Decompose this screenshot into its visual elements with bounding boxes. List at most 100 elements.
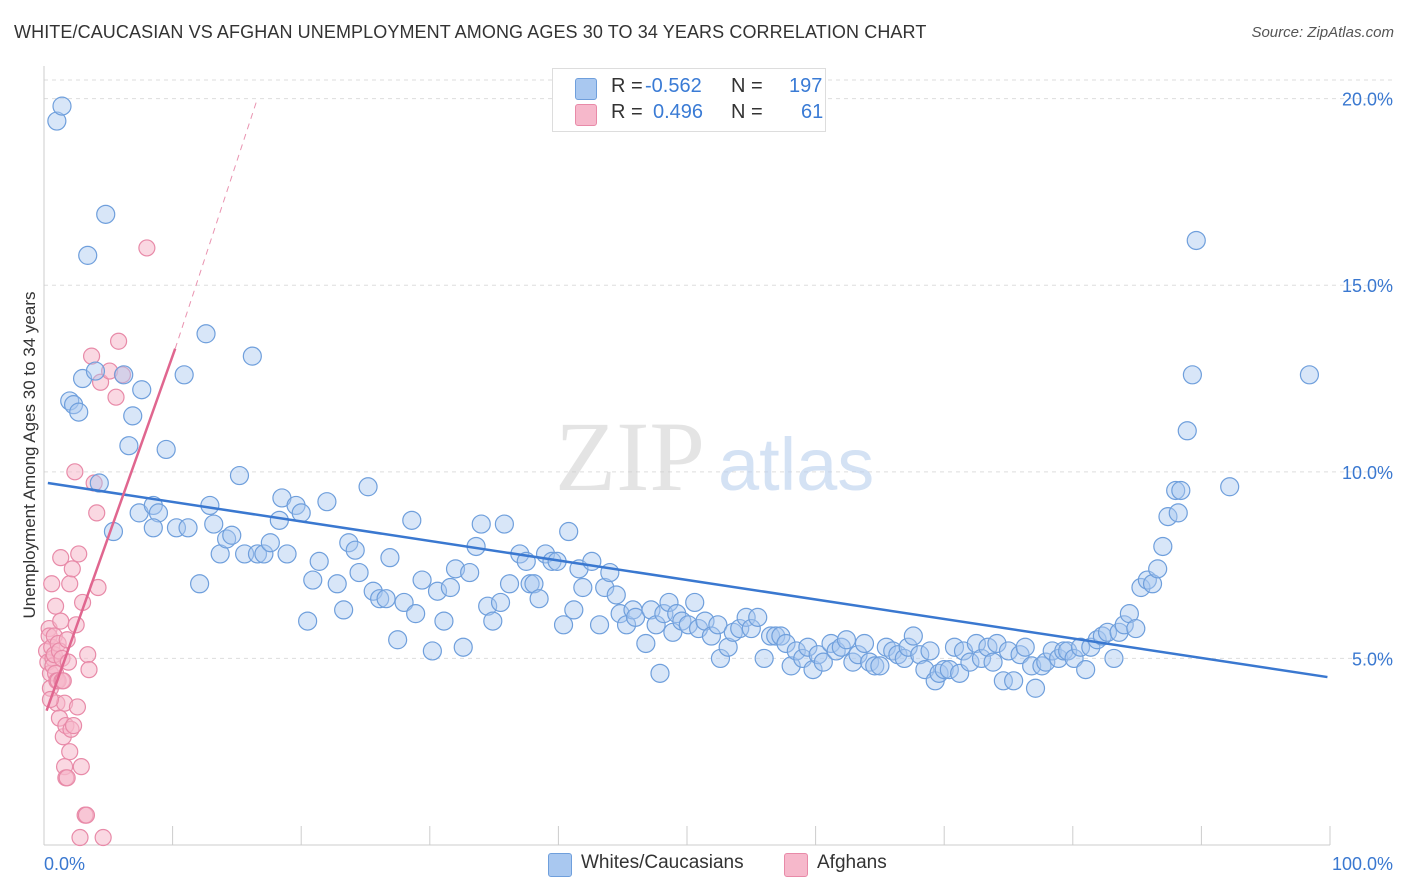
whites-point <box>559 521 579 542</box>
whites-point <box>589 615 610 635</box>
whites-point <box>848 645 868 665</box>
whites-r-label: R = <box>611 75 643 97</box>
whites-point <box>685 592 705 613</box>
afghans-points <box>37 239 156 847</box>
whites-point <box>1032 656 1052 676</box>
whites-point <box>412 570 432 590</box>
whites-point <box>309 551 329 571</box>
whites-point <box>394 592 414 613</box>
whites-point <box>1153 536 1173 557</box>
whites-point <box>460 562 480 583</box>
whites-point <box>987 633 1007 654</box>
whites-point <box>380 548 400 568</box>
afghans-trend-extension <box>174 102 257 349</box>
whites-point <box>298 611 318 631</box>
whites-point <box>1299 365 1320 385</box>
whites-point <box>573 577 593 598</box>
whites-point <box>766 626 786 646</box>
whites-point <box>174 365 194 385</box>
afghans-trend-line <box>45 348 177 712</box>
whites-n-label: N = <box>731 75 763 97</box>
whites-point <box>1131 577 1151 598</box>
whites-point <box>553 615 574 635</box>
whites-point <box>132 380 152 400</box>
afghans-point <box>64 716 83 735</box>
whites-point <box>499 574 520 594</box>
whites-point <box>406 604 426 624</box>
trend-lines <box>45 102 1328 712</box>
whites-point <box>708 615 728 635</box>
afghans-point <box>109 332 128 350</box>
axes <box>43 66 1331 846</box>
whites-point <box>1042 641 1062 661</box>
whites-point <box>260 533 280 553</box>
whites-point <box>910 645 930 665</box>
whites-point <box>929 663 949 683</box>
whites-point <box>143 518 163 538</box>
whites-point <box>317 492 337 512</box>
y-tick-label: 5.0% <box>1352 649 1393 669</box>
whites-legend-swatch-icon <box>548 853 572 877</box>
whites-point <box>222 525 242 545</box>
whites-point <box>903 626 923 646</box>
whites-point <box>786 641 806 661</box>
whites-point <box>229 465 250 486</box>
whites-point <box>718 637 738 657</box>
whites-point <box>148 503 169 523</box>
whites-point <box>776 633 796 654</box>
afghans-point <box>82 347 101 365</box>
afghans-point <box>61 575 79 593</box>
whites-point <box>524 574 544 594</box>
whites-point <box>440 577 460 598</box>
whites-point <box>1015 637 1035 657</box>
whites-point <box>85 361 106 381</box>
watermark-atlas: atlas <box>718 423 874 506</box>
whites-point <box>327 574 347 594</box>
whites-point <box>939 660 959 680</box>
whites-point <box>1177 421 1197 441</box>
afghans-r-label: R = <box>611 101 643 123</box>
whites-point <box>741 618 761 639</box>
whites-point <box>701 626 722 646</box>
whites-point <box>1058 641 1078 661</box>
whites-point <box>1114 615 1134 635</box>
whites-point <box>303 570 323 590</box>
afghans-point <box>72 758 90 776</box>
whites-point <box>47 111 67 131</box>
whites-point <box>971 648 992 669</box>
afghans-r-value: 0.496 <box>653 101 704 123</box>
whites-points <box>47 96 1320 698</box>
whites-point <box>754 648 774 669</box>
whites-point <box>1104 648 1124 669</box>
whites-point <box>277 544 297 564</box>
whites-trend-line <box>47 481 1328 679</box>
afghans-point <box>46 597 65 615</box>
whites-point <box>564 600 584 620</box>
whites-point <box>1171 480 1191 501</box>
whites-point <box>358 477 378 497</box>
whites-point <box>1070 637 1091 657</box>
whites-point <box>166 518 187 538</box>
whites-point <box>650 663 670 683</box>
whites-point <box>291 503 311 523</box>
whites-point <box>434 611 454 631</box>
whites-point <box>636 633 656 654</box>
whites-point <box>803 660 823 680</box>
watermark-zip: ZIP <box>555 401 705 512</box>
afghans-point <box>107 388 125 406</box>
whites-point <box>894 648 914 669</box>
whites-point <box>966 633 986 654</box>
afghans-point <box>61 743 79 761</box>
whites-point <box>388 630 408 650</box>
whites-point <box>870 656 890 676</box>
afghans-point <box>58 769 76 787</box>
y-tick-label: 15.0% <box>1342 276 1393 296</box>
whites-point <box>860 652 880 672</box>
afghans-n-value: 61 <box>801 101 824 123</box>
whites-point <box>710 648 731 669</box>
whites-point <box>883 641 903 661</box>
whites-point <box>494 514 514 534</box>
y-tick-label: 20.0% <box>1342 90 1393 110</box>
whites-point <box>1142 574 1163 594</box>
whites-point <box>1166 480 1186 501</box>
